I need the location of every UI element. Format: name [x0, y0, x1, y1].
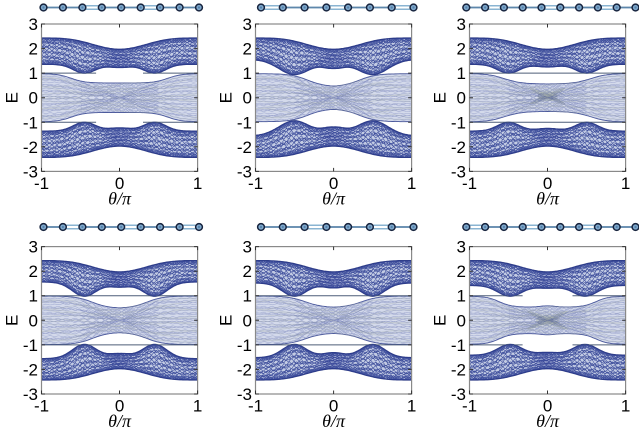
svg-text:-3: -3: [237, 162, 252, 181]
svg-text:E: E: [3, 92, 22, 103]
svg-text:E: E: [431, 92, 450, 103]
svg-text:1: 1: [193, 397, 202, 416]
svg-text:-1: -1: [23, 113, 38, 132]
svg-text:0: 0: [329, 174, 338, 193]
svg-text:-1: -1: [34, 174, 49, 193]
svg-text:-3: -3: [451, 385, 466, 404]
svg-text:1: 1: [243, 287, 252, 306]
svg-text:2: 2: [457, 40, 466, 59]
svg-text:0: 0: [243, 89, 252, 108]
svg-text:2: 2: [457, 262, 466, 281]
svg-text:1: 1: [621, 174, 630, 193]
svg-text:1: 1: [243, 64, 252, 83]
svg-text:-2: -2: [237, 360, 252, 379]
svg-text:-3: -3: [23, 162, 38, 181]
svg-text:-2: -2: [23, 138, 38, 157]
svg-text:-3: -3: [237, 385, 252, 404]
svg-text:1: 1: [457, 64, 466, 83]
svg-text:-1: -1: [248, 397, 263, 416]
svg-text:0: 0: [243, 311, 252, 330]
svg-text:0: 0: [115, 174, 124, 193]
svg-text:θ/π: θ/π: [322, 188, 346, 208]
svg-text:1: 1: [621, 397, 630, 416]
svg-text:-3: -3: [23, 385, 38, 404]
svg-text:-1: -1: [451, 113, 466, 132]
svg-text:0: 0: [457, 89, 466, 108]
svg-text:2: 2: [29, 262, 38, 281]
svg-text:-3: -3: [451, 162, 466, 181]
svg-text:3: 3: [457, 238, 466, 257]
svg-text:θ/π: θ/π: [108, 411, 132, 431]
svg-text:-1: -1: [237, 336, 252, 355]
svg-text:3: 3: [243, 238, 252, 257]
svg-text:-1: -1: [248, 174, 263, 193]
svg-text:3: 3: [29, 15, 38, 34]
svg-text:2: 2: [243, 262, 252, 281]
svg-text:θ/π: θ/π: [536, 411, 560, 431]
svg-text:0: 0: [115, 397, 124, 416]
svg-text:3: 3: [457, 15, 466, 34]
svg-text:0: 0: [543, 397, 552, 416]
svg-text:3: 3: [29, 238, 38, 257]
svg-text:-1: -1: [237, 113, 252, 132]
svg-text:-1: -1: [451, 336, 466, 355]
svg-text:-1: -1: [462, 397, 477, 416]
svg-text:-2: -2: [451, 360, 466, 379]
svg-text:-1: -1: [23, 336, 38, 355]
svg-text:0: 0: [29, 89, 38, 108]
svg-text:θ/π: θ/π: [536, 188, 560, 208]
svg-text:1: 1: [29, 64, 38, 83]
svg-text:0: 0: [543, 174, 552, 193]
svg-text:1: 1: [407, 174, 416, 193]
svg-text:2: 2: [29, 40, 38, 59]
svg-text:θ/π: θ/π: [322, 411, 346, 431]
svg-text:2: 2: [243, 40, 252, 59]
svg-text:0: 0: [29, 311, 38, 330]
svg-text:1: 1: [29, 287, 38, 306]
svg-text:1: 1: [457, 287, 466, 306]
svg-text:-1: -1: [34, 397, 49, 416]
svg-text:0: 0: [457, 311, 466, 330]
svg-text:E: E: [431, 315, 450, 326]
svg-text:3: 3: [243, 15, 252, 34]
svg-text:E: E: [217, 92, 236, 103]
svg-text:-2: -2: [23, 360, 38, 379]
svg-text:1: 1: [407, 397, 416, 416]
svg-text:-2: -2: [451, 138, 466, 157]
svg-text:θ/π: θ/π: [108, 188, 132, 208]
svg-text:E: E: [3, 315, 22, 326]
svg-text:-1: -1: [462, 174, 477, 193]
svg-text:-2: -2: [237, 138, 252, 157]
svg-text:1: 1: [193, 174, 202, 193]
svg-text:0: 0: [329, 397, 338, 416]
svg-text:E: E: [217, 315, 236, 326]
